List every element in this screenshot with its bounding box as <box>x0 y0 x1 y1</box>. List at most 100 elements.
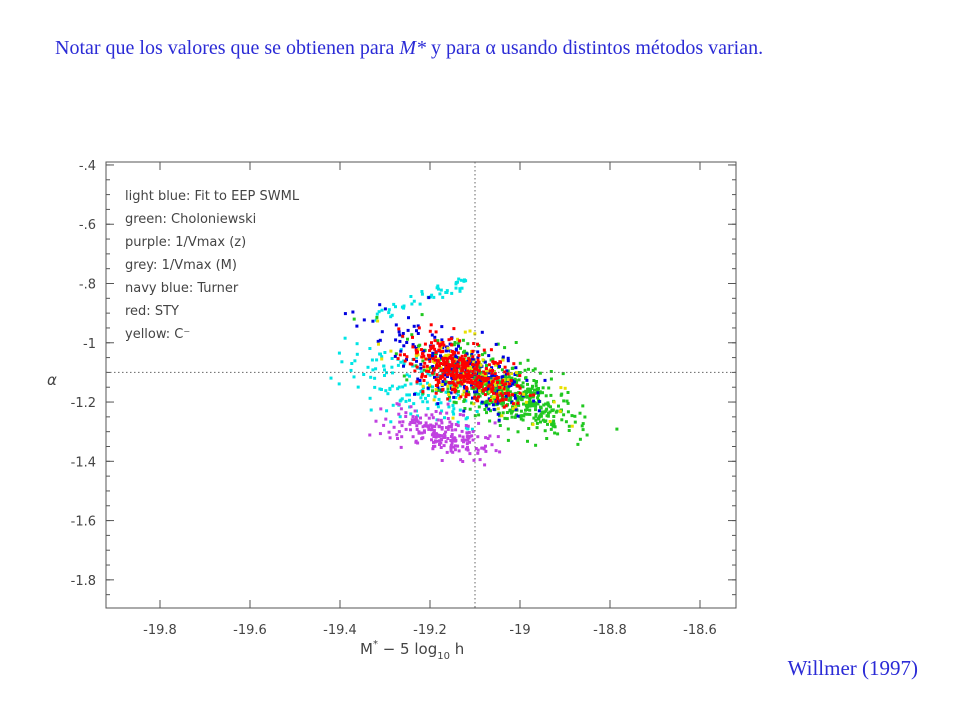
scatter-point <box>380 308 384 312</box>
scatter-point <box>491 374 495 378</box>
scatter-point <box>436 418 440 422</box>
scatter-point <box>396 357 400 361</box>
scatter-point <box>368 433 372 437</box>
x-axis-label-star: * <box>373 639 378 650</box>
scatter-point <box>459 358 463 362</box>
scatter-point <box>419 416 422 420</box>
scatter-point <box>475 410 479 413</box>
scatter-point <box>419 421 423 425</box>
scatter-point <box>459 458 463 462</box>
scatter-point <box>428 383 431 387</box>
scatter-point <box>581 428 585 432</box>
scatter-point <box>537 393 540 397</box>
scatter-point <box>389 349 393 353</box>
scatter-point <box>458 374 462 378</box>
scatter-point <box>374 419 378 423</box>
scatter-point <box>355 352 359 356</box>
scatter-point <box>509 379 513 383</box>
scatter-point <box>525 412 529 416</box>
scatter-point <box>543 378 547 382</box>
scatter-point <box>532 416 536 420</box>
scatter-point <box>411 345 415 349</box>
scatter-point <box>480 400 484 404</box>
scatter-point <box>463 366 467 370</box>
scatter-point <box>516 397 520 401</box>
scatter-point <box>422 429 426 433</box>
scatter-point <box>401 334 405 338</box>
scatter-point <box>479 363 483 367</box>
scatter-point <box>452 362 456 366</box>
scatter-point <box>433 339 437 343</box>
scatter-point <box>387 308 391 312</box>
scatter-point <box>493 372 497 376</box>
scatter-point <box>490 389 494 393</box>
scatter-point <box>450 376 454 380</box>
scatter-point <box>409 382 413 386</box>
scatter-point <box>429 295 432 299</box>
scatter-point <box>468 370 471 374</box>
scatter-point <box>544 402 548 406</box>
scatter-point <box>426 407 430 411</box>
scatter-point <box>449 425 453 429</box>
scatter-point <box>439 354 442 358</box>
scatter-point <box>491 379 495 383</box>
scatter-point <box>520 398 524 402</box>
scatter-point <box>476 435 480 439</box>
scatter-point <box>459 356 462 360</box>
scatter-point <box>463 360 466 364</box>
scatter-point <box>508 396 512 400</box>
scatter-point <box>503 416 507 420</box>
axis-ticks: -19.8 -19.6 -19.4 -19.2 -19 -18.8 -18.6 -.4 -.6 -… <box>71 159 736 638</box>
scatter-point <box>476 358 480 362</box>
scatter-point <box>447 393 451 396</box>
scatter-point <box>446 375 449 378</box>
scatter-point <box>440 421 444 425</box>
scatter-point <box>441 358 445 362</box>
scatter-point <box>513 405 517 409</box>
scatter-point <box>427 367 431 370</box>
scatter-point <box>397 403 401 407</box>
scatter-point <box>439 368 443 372</box>
scatter-point <box>559 393 563 397</box>
scatter-point <box>462 375 465 378</box>
scatter-point <box>512 362 516 366</box>
scatter-point <box>446 369 450 373</box>
scatter-point <box>477 381 481 385</box>
scatter-point <box>501 355 505 359</box>
scatter-point <box>485 399 489 403</box>
scatter-point <box>471 385 475 389</box>
scatter-point <box>528 412 532 416</box>
scatter-point <box>403 383 407 387</box>
scatter-point <box>505 417 509 421</box>
scatter-point <box>443 370 447 373</box>
scatter-point <box>440 338 444 342</box>
scatter-point <box>452 373 456 377</box>
legend-entry: navy blue: Turner <box>125 281 239 296</box>
scatter-point <box>376 339 380 343</box>
scatter-point <box>441 362 445 366</box>
scatter-point <box>477 393 481 396</box>
scatter-point <box>428 373 432 377</box>
scatter-point <box>446 437 450 440</box>
scatter-point <box>512 380 516 384</box>
scatter-point <box>483 372 487 376</box>
scatter-point <box>382 423 386 427</box>
scatter-point <box>534 408 537 412</box>
scatter-point <box>408 393 411 397</box>
scatter-point <box>534 404 538 408</box>
scatter-point <box>433 335 437 339</box>
scatter-point <box>439 446 443 449</box>
scatter-point <box>462 413 465 417</box>
scatter-point <box>573 420 577 424</box>
scatter-point <box>450 428 454 432</box>
scatter-point <box>483 393 487 397</box>
scatter-point <box>433 358 437 362</box>
scatter-point <box>506 372 510 376</box>
scatter-point <box>434 387 438 391</box>
scatter-point <box>392 302 396 306</box>
scatter-point <box>439 356 443 360</box>
scatter-point <box>502 383 506 387</box>
scatter-point <box>458 287 462 291</box>
scatter-point <box>477 405 481 409</box>
scatter-point <box>442 436 446 439</box>
